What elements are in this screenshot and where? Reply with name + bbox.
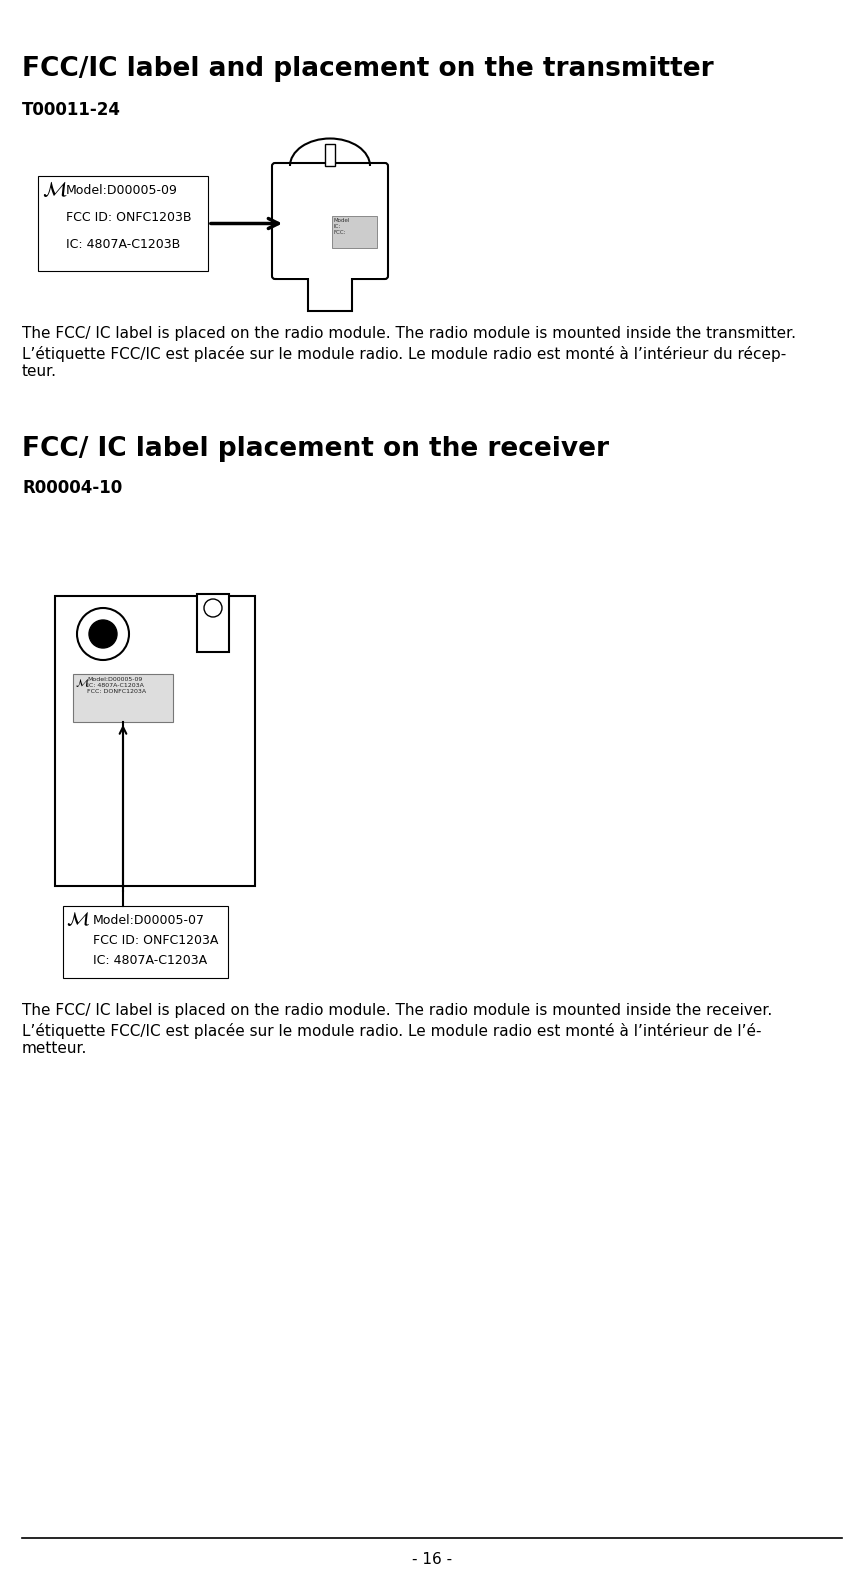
Bar bbox=[325, 143, 335, 165]
Text: Model
IC:
FCC:: Model IC: FCC: bbox=[334, 217, 351, 235]
Text: T00011-24: T00011-24 bbox=[22, 101, 121, 120]
Bar bbox=[55, 596, 255, 886]
Bar bbox=[308, 276, 352, 310]
Text: FCC/IC label and placement on the transmitter: FCC/IC label and placement on the transm… bbox=[22, 57, 714, 82]
Circle shape bbox=[89, 619, 117, 648]
Text: FCC ID: ONFC1203A: FCC ID: ONFC1203A bbox=[93, 935, 219, 947]
Text: The FCC/ IC label is placed on the radio module. The radio module is mounted ins: The FCC/ IC label is placed on the radio… bbox=[22, 1002, 772, 1018]
Text: $\mathit{\mathcal{M}}$: $\mathit{\mathcal{M}}$ bbox=[66, 909, 90, 928]
Text: IC: 4807A-C1203A: IC: 4807A-C1203A bbox=[93, 953, 207, 968]
Text: FCC/ IC label placement on the receiver: FCC/ IC label placement on the receiver bbox=[22, 437, 609, 462]
Circle shape bbox=[204, 599, 222, 616]
Circle shape bbox=[77, 608, 129, 660]
Text: R00004-10: R00004-10 bbox=[22, 479, 122, 496]
FancyBboxPatch shape bbox=[272, 162, 388, 279]
Bar bbox=[332, 216, 377, 247]
Text: $\mathit{\mathcal{M}}$: $\mathit{\mathcal{M}}$ bbox=[42, 180, 67, 200]
Text: IC: 4807A-C1203B: IC: 4807A-C1203B bbox=[66, 238, 181, 251]
Text: Model:D00005-09: Model:D00005-09 bbox=[66, 184, 178, 197]
Text: The FCC/ IC label is placed on the radio module. The radio module is mounted ins: The FCC/ IC label is placed on the radio… bbox=[22, 326, 796, 340]
Text: Model:D00005-07: Model:D00005-07 bbox=[93, 914, 205, 927]
Bar bbox=[197, 594, 229, 652]
Bar bbox=[38, 177, 208, 271]
Text: - 16 -: - 16 - bbox=[412, 1552, 452, 1567]
Bar bbox=[73, 675, 173, 722]
Text: $\mathit{\mathcal{M}}$: $\mathit{\mathcal{M}}$ bbox=[75, 678, 90, 689]
Text: L’étiquette FCC/IC est placée sur le module radio. Le module radio est monté à l: L’étiquette FCC/IC est placée sur le mod… bbox=[22, 1023, 761, 1056]
Text: Model:D00005-09
IC: 4807A-C1203A
FCC: DONFC1203A: Model:D00005-09 IC: 4807A-C1203A FCC: DO… bbox=[87, 678, 146, 693]
Text: FCC ID: ONFC1203B: FCC ID: ONFC1203B bbox=[66, 211, 192, 224]
Text: L’étiquette FCC/IC est placée sur le module radio. Le module radio est monté à l: L’étiquette FCC/IC est placée sur le mod… bbox=[22, 347, 786, 380]
Bar bbox=[277, 269, 383, 277]
Bar bbox=[63, 906, 228, 979]
